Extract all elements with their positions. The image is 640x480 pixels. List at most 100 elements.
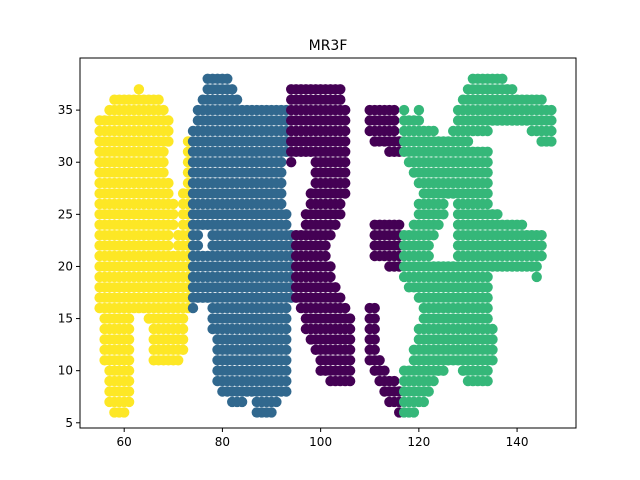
data-point — [281, 375, 292, 387]
data-point — [173, 355, 184, 366]
data-point — [389, 125, 400, 137]
data-point — [281, 302, 292, 314]
data-point — [413, 115, 425, 126]
data-point — [507, 84, 518, 95]
data-point — [281, 365, 292, 376]
data-point — [168, 219, 179, 230]
data-point — [335, 198, 346, 210]
data-point — [428, 230, 439, 241]
data-point — [340, 177, 351, 189]
data-point — [187, 302, 199, 314]
data-point — [482, 302, 493, 314]
data-point — [369, 323, 380, 335]
data-point — [340, 167, 351, 178]
data-point — [492, 209, 503, 220]
data-point — [546, 136, 557, 147]
points-layer — [94, 73, 557, 418]
data-point — [163, 230, 174, 241]
data-point — [281, 344, 292, 355]
data-point — [133, 84, 145, 95]
data-point — [482, 375, 493, 387]
data-point — [177, 344, 189, 355]
data-point — [482, 157, 493, 168]
data-point — [330, 219, 341, 230]
data-point — [325, 230, 336, 241]
data-point — [158, 167, 169, 178]
data-point — [236, 396, 248, 408]
data-point — [413, 104, 425, 116]
data-point — [408, 407, 420, 418]
data-point — [482, 198, 493, 210]
data-point — [163, 136, 174, 147]
data-point — [276, 188, 287, 199]
data-point — [482, 365, 493, 376]
y-tick-label: 35 — [58, 103, 73, 117]
data-point — [344, 355, 356, 366]
data-point — [276, 198, 287, 210]
data-point — [231, 94, 243, 105]
data-point — [335, 209, 346, 220]
axes-frame — [79, 57, 577, 429]
data-point — [158, 157, 169, 168]
data-point — [163, 125, 174, 137]
data-point — [281, 313, 292, 324]
data-point — [344, 344, 356, 355]
data-point — [123, 365, 135, 376]
data-point — [482, 125, 493, 137]
data-point — [158, 104, 169, 116]
data-point — [546, 104, 557, 116]
data-point — [531, 261, 542, 272]
data-point — [482, 167, 493, 178]
data-point — [418, 396, 429, 408]
data-point — [325, 261, 336, 272]
data-point — [123, 313, 135, 324]
data-point — [344, 313, 356, 324]
data-point — [487, 334, 498, 345]
data-point — [433, 219, 444, 230]
data-point — [330, 282, 341, 293]
data-point — [428, 125, 439, 137]
data-point — [423, 386, 434, 397]
data-point — [192, 240, 204, 251]
data-point — [123, 386, 135, 397]
x-tick-label: 60 — [117, 435, 132, 449]
x-axis: 60 80 100 120 140 — [117, 428, 529, 449]
data-point — [536, 94, 547, 105]
data-point — [158, 146, 169, 157]
y-tick-label: 20 — [58, 259, 73, 273]
data-point — [344, 375, 356, 387]
data-point — [428, 375, 439, 387]
data-point — [227, 84, 238, 95]
data-point — [153, 94, 164, 105]
x-tick-label: 80 — [215, 435, 230, 449]
data-point — [531, 271, 542, 283]
data-point — [546, 115, 557, 126]
data-point — [423, 250, 434, 262]
data-point — [374, 355, 385, 366]
data-point — [482, 188, 493, 199]
y-tick-label: 10 — [58, 364, 73, 378]
data-point — [281, 219, 292, 230]
data-point — [340, 146, 351, 157]
data-point — [320, 250, 331, 262]
data-point — [423, 240, 434, 251]
x-tick-label: 100 — [309, 435, 332, 449]
series-0 — [94, 84, 194, 418]
data-point — [389, 104, 400, 116]
data-point — [177, 313, 189, 324]
data-point — [276, 157, 287, 168]
data-point — [177, 323, 189, 335]
data-point — [340, 302, 351, 314]
data-point — [389, 115, 400, 126]
series-3 — [398, 73, 557, 418]
data-point — [276, 167, 287, 178]
data-point — [340, 157, 351, 168]
data-point — [281, 386, 292, 397]
data-point — [438, 209, 449, 220]
data-point — [482, 271, 493, 283]
data-point — [320, 240, 331, 251]
data-point — [123, 375, 135, 387]
data-point — [222, 73, 233, 85]
data-point — [163, 188, 174, 199]
data-point — [516, 219, 528, 230]
